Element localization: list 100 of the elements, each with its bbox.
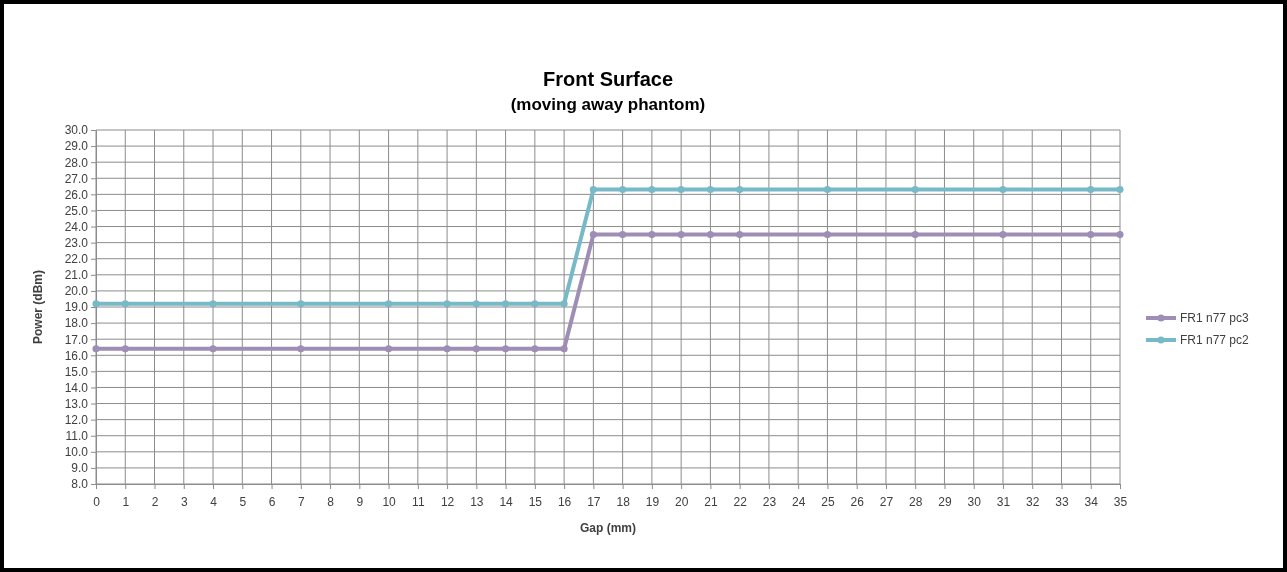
y-tick-label: 23.0 — [64, 235, 89, 250]
y-tick-label: 14.0 — [64, 380, 89, 395]
x-tick-label: 4 — [210, 495, 218, 510]
point — [823, 185, 831, 194]
x-tick-label: 27 — [879, 495, 894, 510]
point — [736, 185, 744, 194]
x-tick-label: 10 — [382, 495, 397, 510]
x-tick-label: 31 — [996, 495, 1011, 510]
x-tick-label: 19 — [645, 495, 660, 510]
point — [560, 300, 568, 308]
x-tick-label: 29 — [938, 495, 952, 510]
x-axis-title: Gap (mm) — [579, 521, 637, 535]
point — [911, 185, 919, 194]
x-tick-label: 18 — [616, 495, 631, 510]
y-tick-label: 28.0 — [64, 155, 89, 170]
point — [443, 345, 451, 353]
y-tick-label: 18.0 — [64, 316, 89, 331]
y-tick-label: 8.0 — [71, 477, 89, 492]
y-tick-label: 27.0 — [64, 171, 89, 186]
point — [677, 231, 685, 239]
y-tick-label: 11.0 — [65, 429, 89, 444]
point — [531, 345, 539, 353]
point — [472, 300, 480, 308]
x-tick-label: 6 — [268, 495, 276, 510]
y-tick-label: 26.0 — [64, 187, 89, 202]
x-tick-label: 2 — [151, 495, 159, 510]
point — [999, 231, 1007, 239]
x-tick-label: 9 — [356, 495, 364, 510]
point — [502, 345, 510, 353]
point — [121, 300, 129, 308]
y-tick-label: 22.0 — [64, 252, 89, 267]
point — [472, 345, 480, 353]
y-tick-label: 20.0 — [64, 284, 89, 299]
point — [297, 345, 305, 353]
x-tick-label: 0 — [93, 495, 101, 510]
y-tick-label: 25.0 — [64, 203, 89, 218]
x-tick-label: 32 — [1026, 495, 1040, 510]
x-tick-label: 11 — [412, 495, 425, 510]
point — [911, 231, 919, 239]
point — [1087, 185, 1095, 194]
x-tick-label: 8 — [327, 495, 335, 510]
y-tick-label: 15.0 — [64, 364, 89, 379]
x-tick-label: 25 — [821, 495, 835, 510]
x-tick-label: 14 — [499, 495, 514, 510]
y-tick-label: 17.0 — [64, 332, 89, 347]
x-tick-label: 13 — [470, 495, 484, 510]
point — [589, 185, 597, 194]
y-tick-label: 24.0 — [64, 219, 89, 234]
legend-label: FR1 n77 pc3 — [1180, 311, 1250, 326]
y-tick-label: 12.0 — [64, 412, 89, 427]
point — [648, 231, 656, 239]
y-tick-label: 9.0 — [71, 461, 89, 476]
x-tick-label: 34 — [1084, 495, 1099, 510]
point — [619, 185, 627, 194]
chart-subtitle: (moving away phantom) — [510, 95, 706, 114]
chart-title: Front Surface — [542, 68, 674, 90]
point — [706, 231, 714, 239]
x-tick-label: 20 — [674, 495, 689, 510]
y-tick-label: 13.0 — [64, 396, 89, 411]
x-tick-label: 24 — [791, 495, 806, 510]
x-tick-label: 16 — [557, 495, 572, 510]
point — [560, 345, 568, 353]
x-tick-label: 15 — [528, 495, 543, 510]
x-tick-label: 21 — [704, 495, 718, 510]
point — [209, 300, 217, 308]
x-tick-label: 30 — [967, 495, 982, 510]
y-tick-label: 29.0 — [64, 139, 89, 154]
point — [502, 300, 510, 308]
point — [1087, 231, 1095, 239]
point — [736, 231, 744, 239]
x-tick-label: 17 — [587, 495, 601, 510]
y-tick-label: 30.0 — [64, 123, 89, 138]
x-tick-label: 12 — [440, 495, 455, 510]
point — [589, 231, 597, 239]
y-axis-title: Power (dBm) — [31, 269, 45, 345]
x-tick-label: 5 — [239, 495, 247, 510]
point — [823, 231, 831, 239]
y-tick-label: 19.0 — [64, 300, 89, 315]
x-tick-label: 22 — [733, 495, 748, 510]
point — [1116, 185, 1124, 194]
point — [706, 185, 714, 194]
point — [209, 345, 217, 353]
point — [648, 185, 656, 194]
point — [531, 300, 539, 308]
point — [92, 345, 100, 353]
point — [443, 300, 451, 308]
x-tick-label: 35 — [1113, 495, 1128, 510]
point — [121, 345, 129, 353]
point — [297, 300, 305, 308]
point — [619, 231, 627, 239]
y-tick-label: 21.0 — [64, 268, 89, 283]
x-tick-label: 7 — [297, 495, 305, 510]
point — [1116, 231, 1124, 239]
y-tick-label: 10.0 — [64, 445, 89, 460]
point — [385, 300, 393, 308]
x-tick-label: 26 — [850, 495, 865, 510]
point — [385, 345, 393, 353]
point — [677, 185, 685, 194]
y-tick-label: 16.0 — [64, 348, 89, 363]
x-tick-label: 23 — [762, 495, 777, 510]
